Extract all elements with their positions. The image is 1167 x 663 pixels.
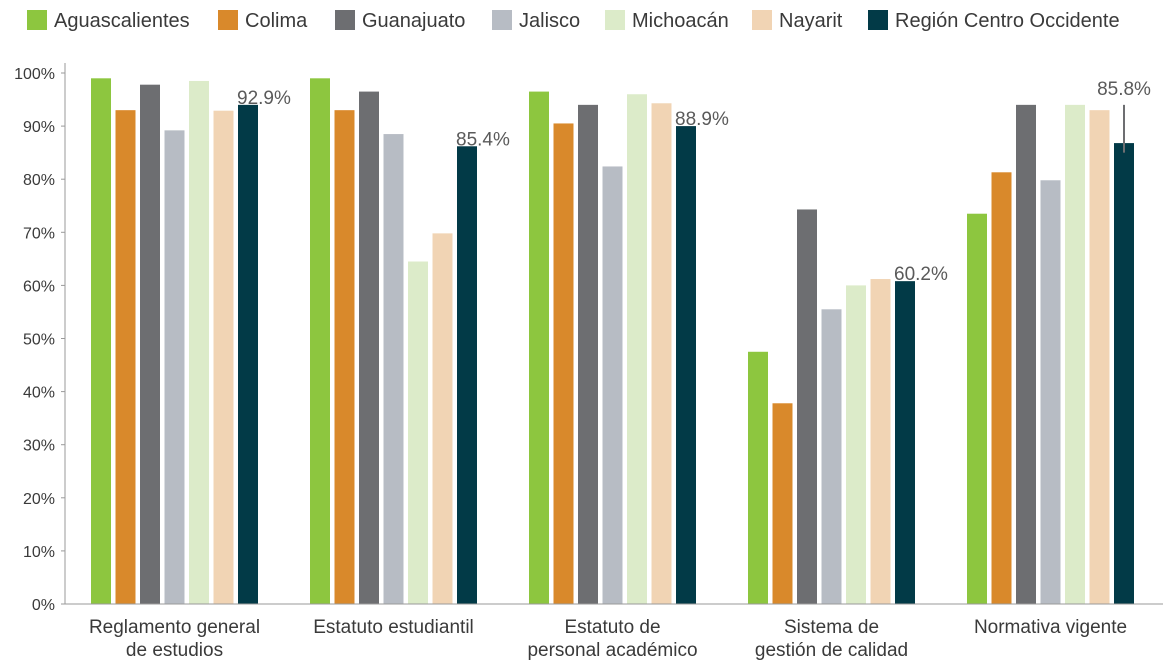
bar-4-4 [1065,104,1085,605]
data-label-1: 85.4% [456,129,510,150]
bar-4-0 [967,213,987,604]
legend-swatch-2 [335,10,355,30]
bar-2-4 [627,94,647,605]
bar-3-0 [748,351,768,604]
legend-label-6: Región Centro Occidente [895,10,1120,32]
legend-label-4: Michoacán [632,10,729,32]
bar-1-1 [334,110,355,605]
bar-0-6 [238,104,258,605]
y-tick-label-3: 30% [23,438,55,455]
bar-3-4 [846,285,866,604]
bar-2-3 [602,166,623,604]
category-label-3-1: gestión de calidad [755,640,908,661]
legend-label-2: Guanajuato [362,10,465,32]
y-tick-label-7: 70% [23,225,55,242]
y-tick-label-0: 0% [32,597,55,614]
bar-2-1 [553,123,574,604]
y-tick-label-4: 40% [23,385,55,402]
bar-0-4 [189,80,209,605]
bar-4-3 [1040,180,1061,604]
legend-swatch-6 [868,10,888,30]
legend: Aguascalientes Colima Guanajuato Jalisco Mic… [27,10,1120,32]
category-label-2-1: personal académico [527,640,697,661]
bar-3-2 [797,209,817,605]
bar-4-6 [1114,143,1134,605]
category-label-0-0: Reglamento general [89,617,260,638]
category-label-2-0: Estatuto de [564,617,660,638]
legend-swatch-3 [492,10,512,30]
bar-0-5 [213,110,234,605]
bar-2-2 [578,104,598,605]
legend-swatch-0 [27,10,47,30]
bar-1-4 [408,261,428,604]
y-tick-label-5: 50% [23,332,55,349]
y-tick-label-8: 80% [23,172,55,189]
bar-2-0 [529,91,549,604]
category-label-1-0: Estatuto estudiantil [313,617,474,638]
bar-0-2 [140,84,160,604]
data-label-3: 60.2% [894,264,948,285]
bar-3-6 [895,281,915,604]
legend-swatch-5 [752,10,772,30]
bar-0-1 [115,110,136,605]
bar-2-5 [651,103,672,604]
bar-0-0 [91,78,111,604]
bars [91,78,1134,605]
legend-swatch-4 [605,10,625,30]
y-tick-label-6: 60% [23,278,55,295]
bar-1-2 [359,91,379,604]
category-label-4-0: Normativa vigente [974,617,1127,638]
bar-3-3 [821,309,842,604]
bar-1-0 [310,78,330,604]
data-label-4: 85.8% [1097,79,1151,100]
y-tick-label-2: 20% [23,491,55,508]
legend-label-0: Aguascalientes [54,10,190,32]
y-axis: 0% 10% 20% 30% 40% 50% 60% 70% 80% 90% 100% [14,63,66,614]
legend-label-3: Jalisco [519,10,580,32]
category-label-0-1: de estudios [126,640,223,661]
bar-1-5 [432,233,453,604]
y-tick-label-10: 100% [14,66,55,83]
bar-4-5 [1089,110,1110,605]
data-label-2: 88.9% [675,109,729,130]
bar-3-1 [772,403,793,604]
bar-0-3 [164,130,185,604]
y-tick-label-1: 10% [23,544,55,561]
bar-4-1 [991,172,1012,604]
data-labels: 92.9% 85.4% 88.9% 60.2% 85.8% [237,79,1151,285]
bar-2-6 [676,126,696,604]
category-label-3-0: Sistema de [784,617,879,638]
legend-label-5: Nayarit [779,10,843,32]
bar-1-6 [457,146,477,604]
legend-swatch-1 [218,10,238,30]
data-label-0: 92.9% [237,88,291,109]
legend-label-1: Colima [245,10,308,32]
bar-4-2 [1016,104,1036,605]
bar-1-3 [383,134,404,604]
y-tick-label-9: 90% [23,119,55,136]
bar-3-5 [870,279,891,604]
